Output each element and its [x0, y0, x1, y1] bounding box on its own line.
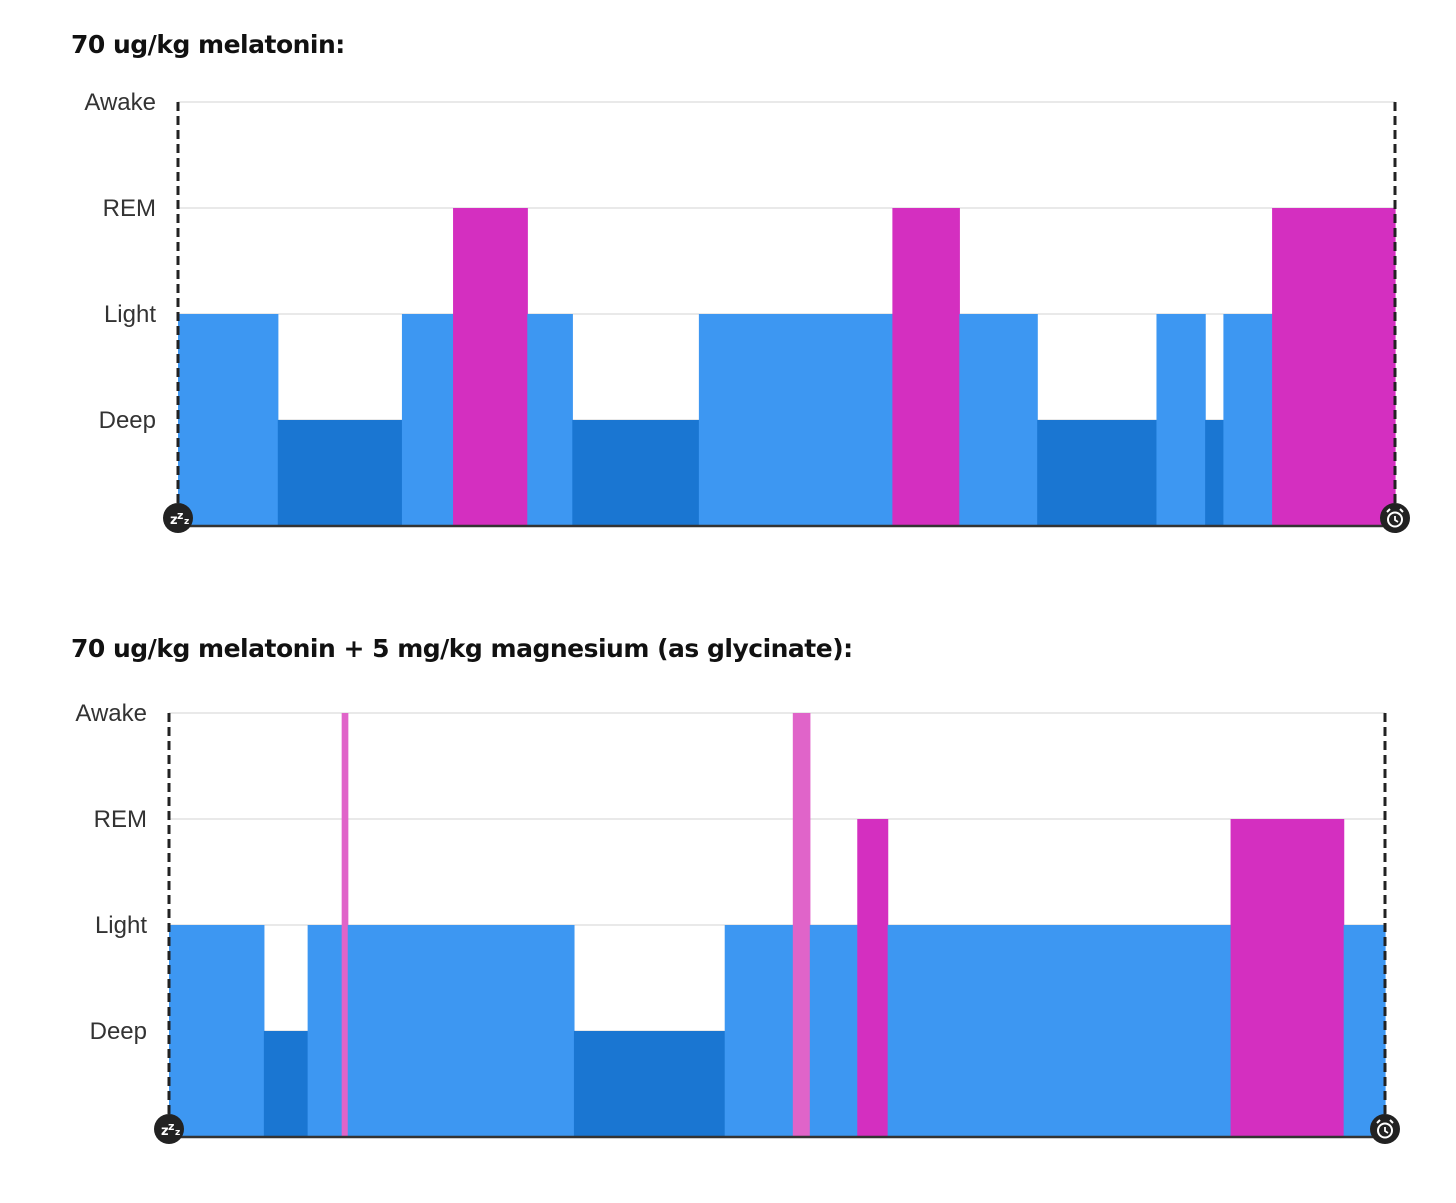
stage-bar-awake — [341, 713, 349, 1137]
chart-title: 70 ug/kg melatonin: — [71, 30, 345, 59]
stage-bar-light — [1223, 314, 1273, 526]
y-axis-label: REM — [103, 195, 156, 222]
stage-bar-light — [887, 925, 1232, 1137]
stage-bar-light — [724, 925, 794, 1137]
clock-face — [1387, 511, 1403, 528]
stage-bar-deep — [573, 1031, 726, 1137]
stage-bar-deep — [1205, 420, 1225, 526]
icon-glyph: z — [177, 509, 183, 522]
sleep-stage-chart-melatonin: Deep Light REM Awake z z z — [84, 89, 1410, 533]
y-axis-label: Light — [95, 912, 147, 939]
stage-bar-deep — [1037, 420, 1158, 526]
y-axis-label: Awake — [84, 89, 156, 116]
stage-bar-light — [178, 314, 279, 526]
icon-glyph: z — [184, 517, 189, 527]
icon-glyph: z — [168, 1120, 174, 1133]
stage-bar-light — [698, 314, 893, 526]
alarm-clock-icon — [1380, 503, 1410, 533]
stage-bar-light — [169, 925, 265, 1137]
stage-bar-deep — [263, 1031, 309, 1137]
stage-bar-light — [959, 314, 1038, 526]
clock-bells — [1376, 1119, 1394, 1124]
icon-glyph: z — [161, 1124, 169, 1139]
alarm-clock-icon — [1370, 1114, 1400, 1144]
clock-bells — [1386, 508, 1404, 513]
stage-bar-rem — [453, 208, 528, 526]
y-axis-label: REM — [94, 806, 147, 833]
icon-glyph: z — [170, 513, 178, 528]
clock-hands — [1394, 516, 1399, 523]
stage-bar-deep — [572, 420, 700, 526]
stage-bar-light — [401, 314, 454, 526]
clock-face — [1377, 1122, 1393, 1139]
stage-bar-deep — [277, 420, 403, 526]
stage-bar-rem — [857, 819, 889, 1137]
icon-circle — [154, 1114, 184, 1144]
stage-bar-awake — [792, 713, 811, 1137]
y-axis-label: Awake — [75, 700, 147, 727]
stage-bar-light — [347, 925, 575, 1137]
stage-bar-rem — [892, 208, 960, 526]
stage-bar-light — [307, 925, 343, 1137]
y-axis-label: Deep — [99, 407, 156, 434]
stage-bar-light — [809, 925, 858, 1137]
icon-glyph: z — [175, 1128, 180, 1138]
stage-bar-light — [1343, 925, 1386, 1137]
clock-hands — [1384, 1127, 1389, 1134]
y-axis-label: Deep — [90, 1018, 147, 1045]
y-axis-label: Light — [104, 301, 156, 328]
sleep-stage-chart-melatonin-magnesium: Deep Light REM Awake z z z — [75, 700, 1400, 1144]
stage-bar-rem — [1272, 208, 1396, 526]
stage-bar-rem — [1230, 819, 1345, 1137]
chart-title: 70 ug/kg melatonin + 5 mg/kg magnesium (… — [71, 634, 853, 663]
stage-bar-light — [1156, 314, 1206, 526]
stage-bar-light — [527, 314, 573, 526]
icon-circle — [163, 503, 193, 533]
